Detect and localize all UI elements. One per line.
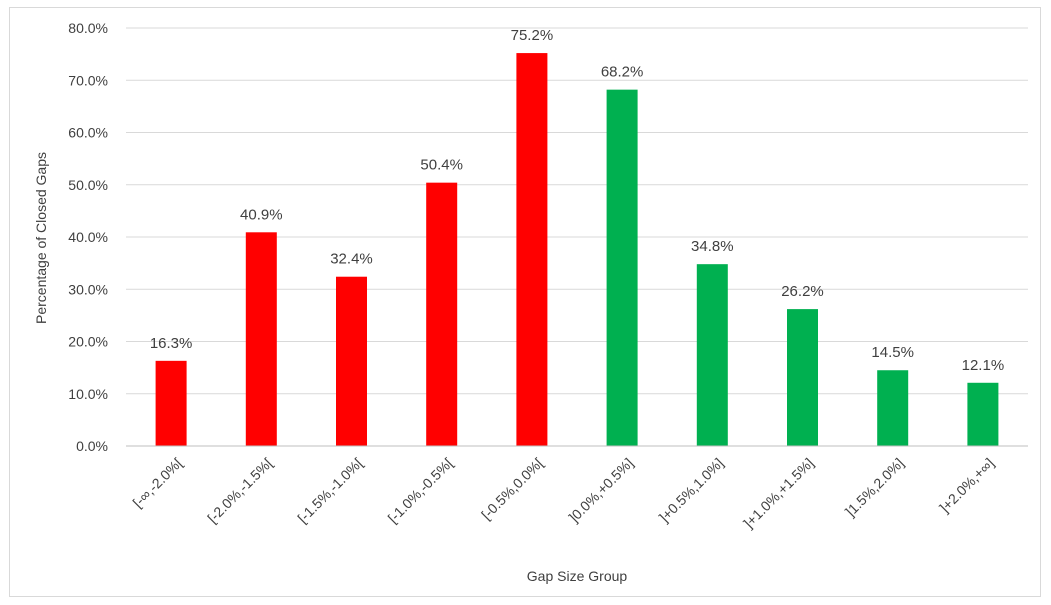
x-tick-label: ]+0.5%,1.0%]: [656, 455, 726, 525]
data-labels: 16.3% 40.9% 32.4% 50.4% 75.2% 68.2% 34.8% 26.2%…: [150, 27, 1004, 374]
y-tick-label: 80.0%: [68, 20, 108, 36]
x-tick-label: [-∞,-2.0%[: [129, 455, 185, 511]
data-label: 34.8%: [691, 238, 734, 255]
data-label: 26.2%: [781, 283, 824, 300]
bar: [696, 264, 728, 446]
y-tick-label: 20.0%: [68, 334, 108, 350]
x-tick-label: [-1.0%,-0.5%[: [385, 455, 456, 526]
data-label: 40.9%: [240, 206, 283, 223]
y-axis-ticks: 0.0% 10.0% 20.0% 30.0% 40.0% 50.0% 60.0% 70.0% 8…: [68, 20, 108, 454]
y-tick-label: 50.0%: [68, 177, 108, 193]
bar: [516, 53, 548, 447]
data-label: 75.2%: [511, 27, 554, 44]
data-label: 12.1%: [962, 357, 1005, 374]
bar: [967, 382, 999, 446]
data-label: 50.4%: [420, 157, 463, 174]
data-label: 14.5%: [871, 344, 914, 361]
y-tick-label: 10.0%: [68, 386, 108, 402]
bar: [155, 360, 187, 446]
y-tick-label: 30.0%: [68, 281, 108, 297]
x-tick-label: ]0.0%,+0.5%]: [566, 455, 636, 525]
y-tick-label: 40.0%: [68, 229, 108, 245]
x-tick-label: [-0.5%,0.0%[: [478, 455, 546, 523]
x-axis-ticks: [-∞,-2.0%[ [-2.0%,-1.5%[ [-1.5%,-1.0%[ [-1.…: [129, 455, 997, 531]
x-tick-label: [-2.0%,-1.5%[: [204, 455, 275, 526]
y-axis-title: Percentage of Closed Gaps: [33, 152, 49, 324]
data-label: 16.3%: [150, 335, 193, 352]
data-label: 68.2%: [601, 64, 644, 81]
bar: [606, 89, 638, 446]
x-tick-label: ]1.5%,2.0%]: [842, 455, 907, 520]
bar: [787, 309, 818, 446]
bar: [426, 182, 458, 446]
x-axis-title: Gap Size Group: [527, 568, 628, 584]
bar: [877, 370, 909, 446]
y-tick-label: 60.0%: [68, 125, 108, 141]
x-tick-label: ]+1.0%,+1.5%]: [740, 455, 816, 531]
data-label: 32.4%: [330, 251, 373, 268]
x-tick-label: [-1.5%,-1.0%[: [294, 455, 365, 526]
y-tick-label: 0.0%: [76, 438, 108, 454]
bar: [336, 276, 367, 446]
bars: [155, 53, 999, 447]
bar: [245, 232, 277, 446]
y-tick-label: 70.0%: [68, 72, 108, 88]
x-tick-label: ]+2.0%,+∞]: [936, 455, 997, 516]
